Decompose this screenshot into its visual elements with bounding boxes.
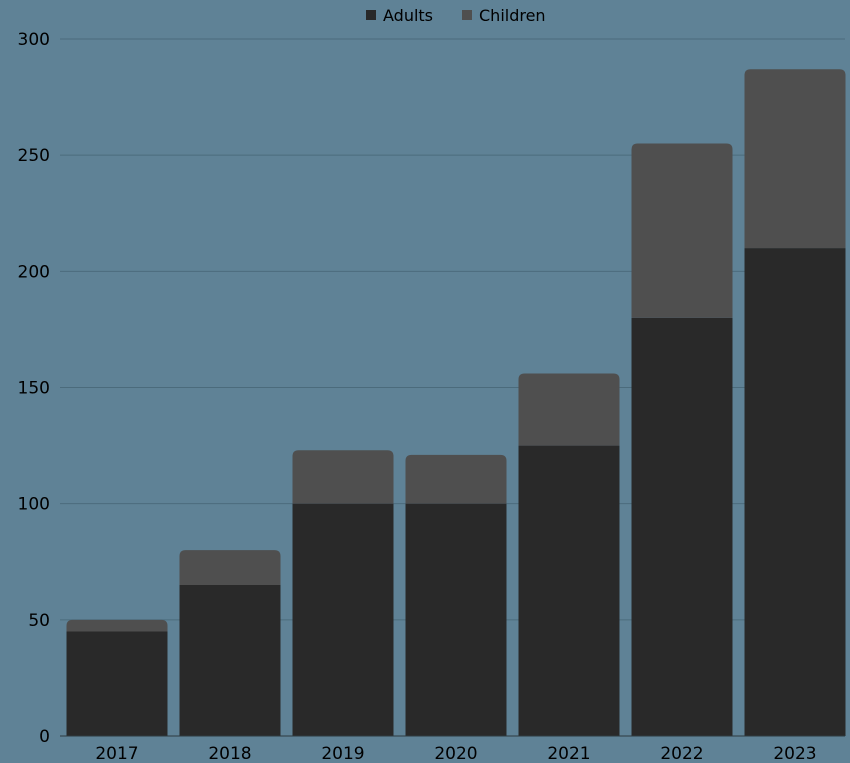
y-axis-tick-labels: 0 50 100 150 200 250 300 — [18, 30, 50, 747]
x-tick-label: 2021 — [547, 744, 590, 763]
x-axis-tick-labels: 2017 2018 2019 2020 2021 2022 2023 — [95, 744, 816, 763]
y-tick-label: 100 — [18, 495, 50, 515]
y-tick-label: 50 — [28, 611, 50, 631]
x-tick-label: 2018 — [208, 744, 251, 763]
bar-adults-2017 — [66, 631, 168, 736]
x-tick-label: 2023 — [773, 744, 816, 763]
bar-adults-2019 — [292, 503, 394, 736]
legend-label-adults: Adults — [383, 6, 433, 25]
legend-label-children: Children — [479, 6, 546, 25]
x-tick-label: 2022 — [660, 744, 703, 763]
y-tick-label: 200 — [18, 262, 50, 282]
bar-children-2020 — [405, 454, 507, 504]
y-tick-label: 300 — [18, 30, 50, 50]
legend-swatch-children — [462, 10, 472, 20]
x-tick-label: 2019 — [321, 744, 364, 763]
bar-adults-2021 — [518, 445, 620, 736]
y-tick-label: 150 — [18, 379, 50, 399]
bar-children-2022 — [631, 143, 733, 318]
x-tick-label: 2017 — [95, 744, 138, 763]
legend: Adults Children — [366, 6, 546, 25]
bar-children-2019 — [292, 450, 394, 504]
bars — [66, 69, 846, 736]
bar-adults-2022 — [631, 317, 733, 736]
bar-adults-2018 — [179, 584, 281, 736]
legend-swatch-adults — [366, 10, 376, 20]
bar-adults-2023 — [744, 248, 846, 736]
bar-children-2023 — [744, 69, 846, 249]
bar-adults-2020 — [405, 503, 507, 736]
bar-children-2021 — [518, 373, 620, 446]
x-tick-label: 2020 — [434, 744, 477, 763]
bar-children-2017 — [66, 619, 168, 632]
y-tick-label: 250 — [18, 146, 50, 166]
y-tick-label: 0 — [39, 727, 50, 747]
bar-children-2018 — [179, 550, 281, 585]
